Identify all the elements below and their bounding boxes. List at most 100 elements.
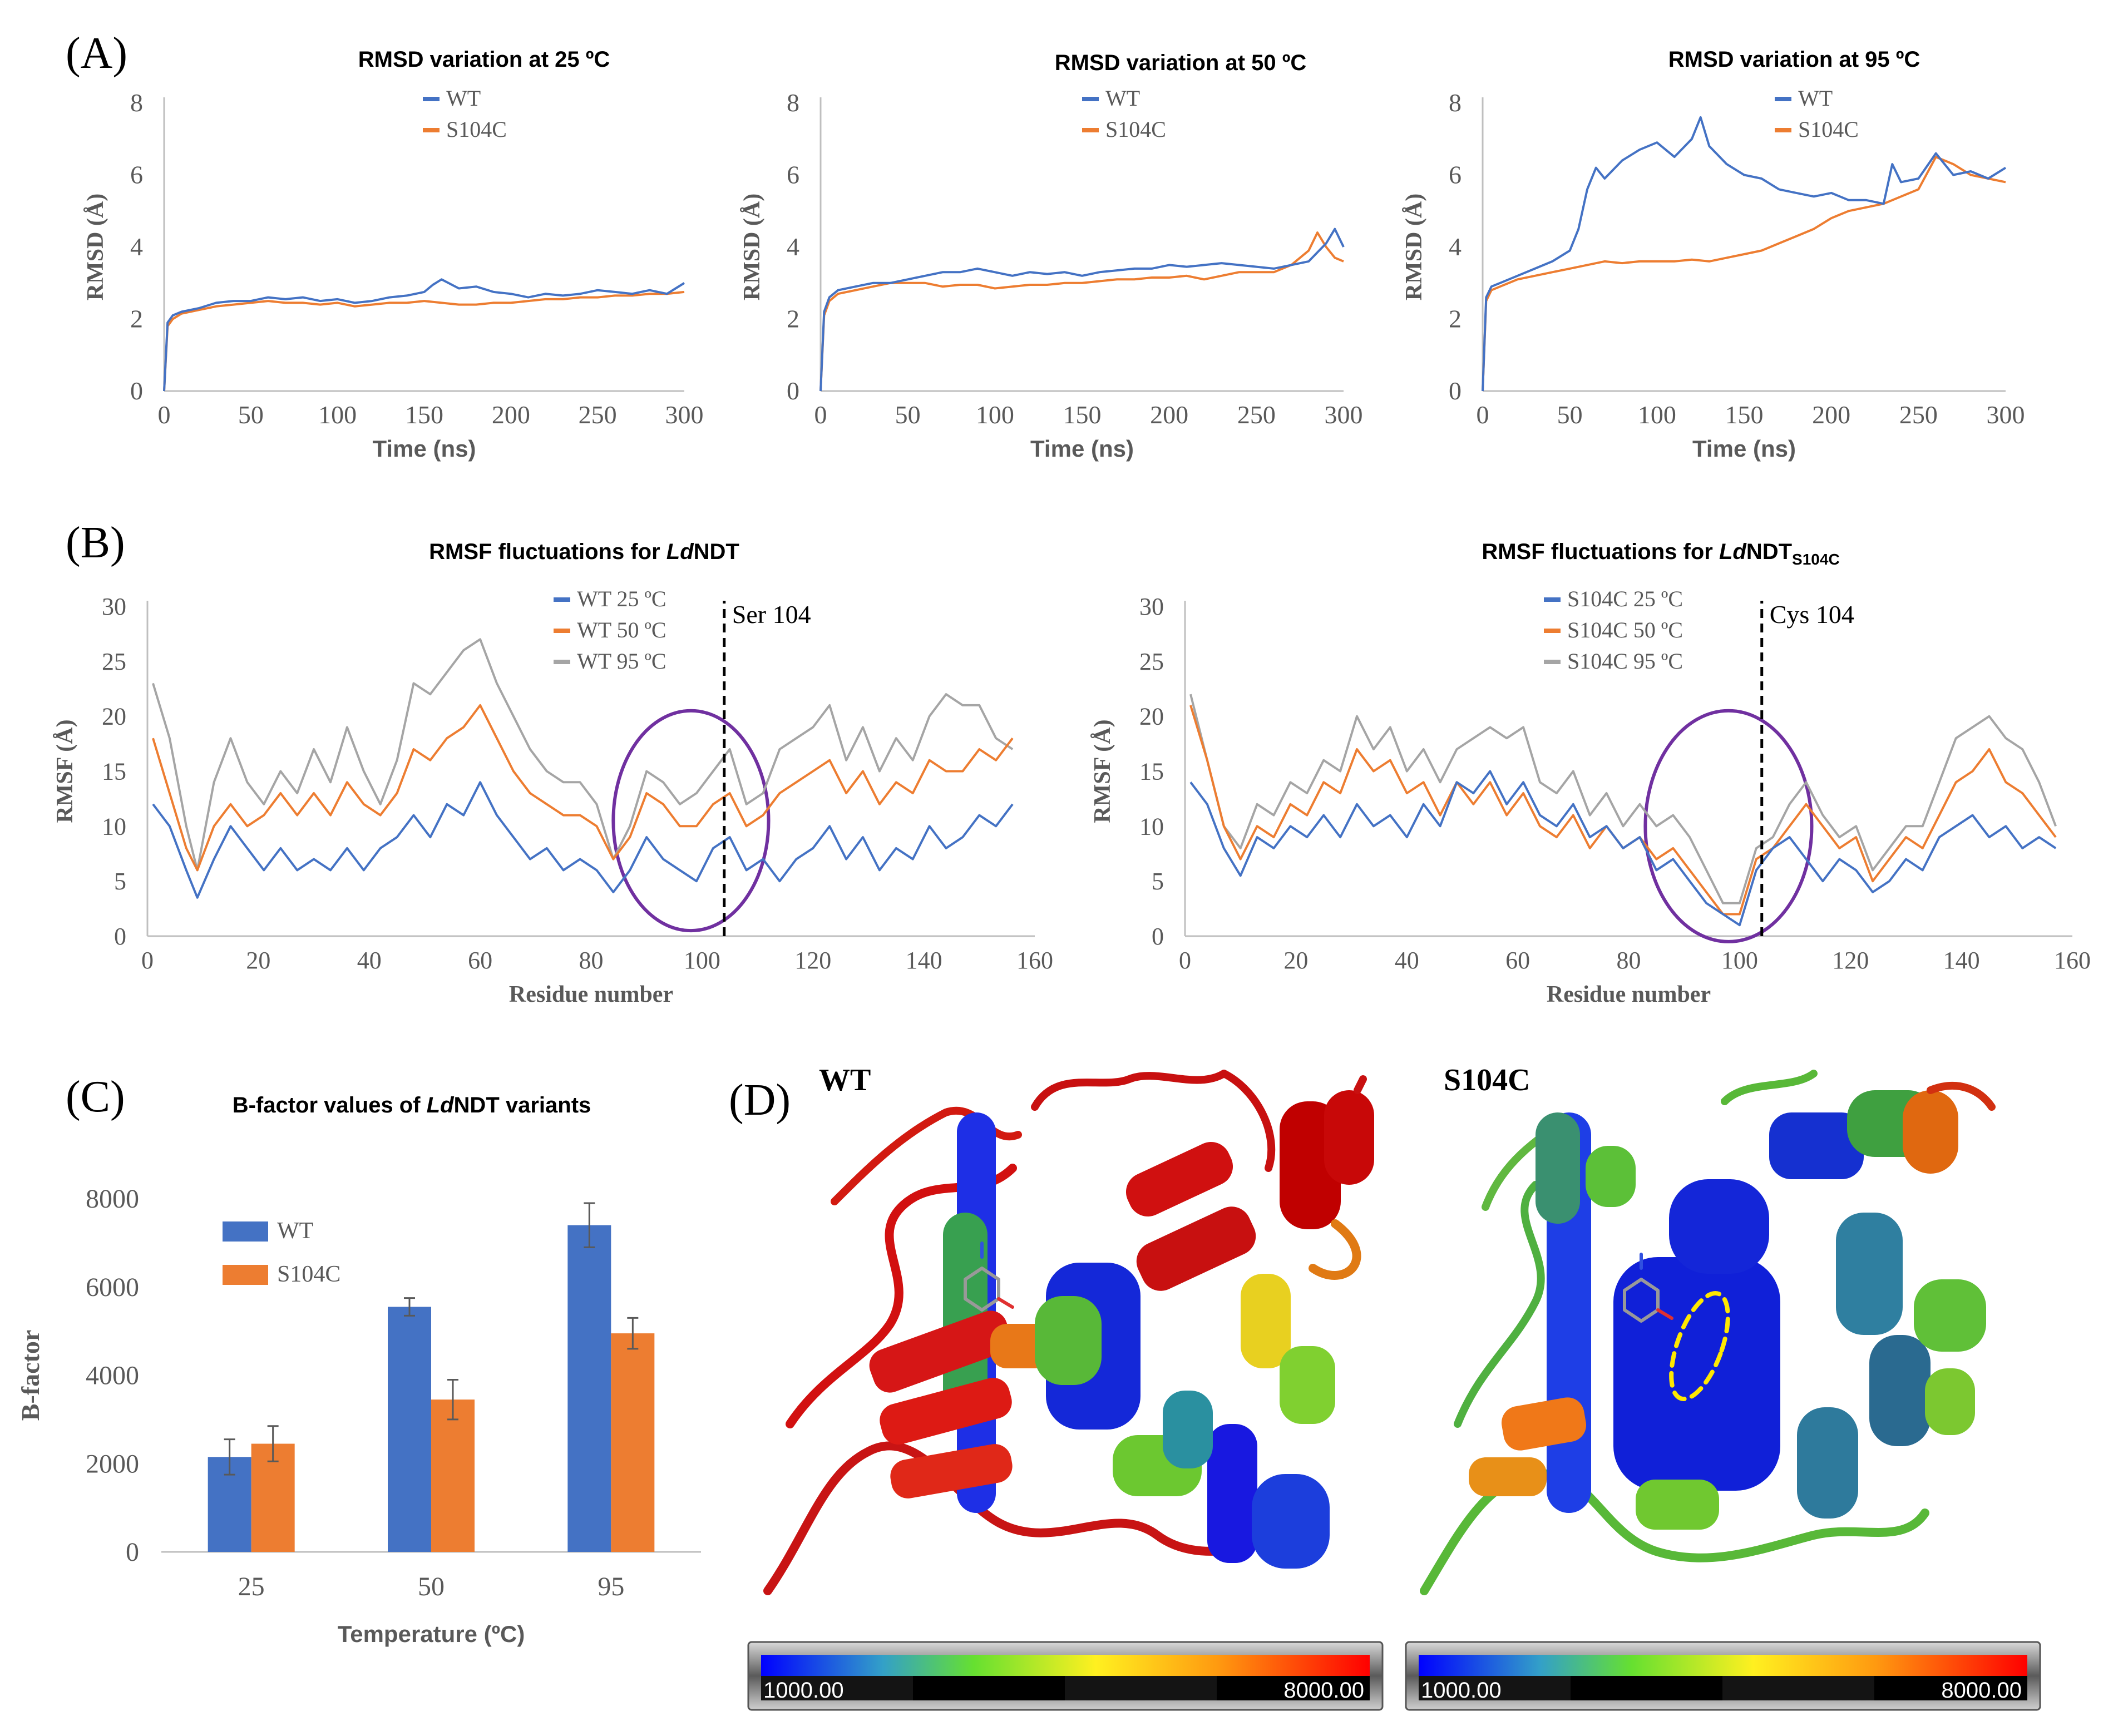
x-tick-label: 80 [579, 947, 604, 974]
x-tick-label: 100 [1638, 400, 1676, 429]
x-tick-label: 80 [1617, 947, 1641, 974]
series-line-wt-25-c [152, 781, 1014, 899]
x-tick-label: 0 [158, 400, 171, 429]
x-axis-title: Time (ns) [1030, 436, 1134, 462]
series-line-s104c-25-c [1189, 770, 2057, 927]
panel-label-a: (A) [66, 29, 127, 78]
x-tick-label: 50 [418, 1572, 445, 1601]
chart-title-subscript: S104C [1792, 551, 1840, 568]
x-tick-label: 150 [1063, 400, 1102, 429]
y-tick-label: 4 [1449, 233, 1462, 261]
scale-s104c-max: 8000.00 [1941, 1678, 2022, 1703]
legend-label: WT [1105, 86, 1140, 111]
x-tick-label: 160 [1016, 947, 1053, 974]
y-tick-label: 25 [1139, 648, 1164, 675]
x-axis-title: Residue number [509, 982, 673, 1007]
legend-label: S104C [1798, 117, 1859, 142]
y-tick-label: 4 [130, 233, 143, 261]
y-tick-label: 5 [1152, 868, 1164, 895]
x-tick-label: 100 [684, 947, 720, 974]
x-tick-label: 150 [405, 400, 443, 429]
chart-title: RMSD variation at 95 ºC [1668, 47, 1920, 72]
y-tick-label: 0 [130, 377, 143, 405]
y-tick-label: 6 [130, 161, 143, 189]
chart-title-main: RMSF fluctuations for [1482, 540, 1719, 564]
bar-wt-95 [567, 1225, 611, 1552]
series-line-wt [163, 278, 685, 392]
chart-title: RMSF fluctuations for LdNDT [429, 540, 739, 564]
x-tick-label: 120 [794, 947, 831, 974]
x-tick-label: 60 [468, 947, 492, 974]
legend-label: WT [446, 86, 481, 111]
rmsd-50-chart: RMSD variation at 50 ºC 0 50 100 150 200 250 30… [739, 51, 1363, 462]
chart-title-italic: Ld [666, 540, 694, 564]
bar-s104c-95 [611, 1333, 655, 1552]
y-tick-label: 15 [102, 758, 126, 785]
x-tick-label: 40 [1395, 947, 1419, 974]
s104c-protein-cartoon [1420, 1070, 1996, 1595]
structure-panel: WT S104C [747, 1063, 2041, 1711]
legend-label: WT [277, 1218, 313, 1244]
y-tick-label: 0 [126, 1537, 139, 1567]
highlight-ellipse [1643, 709, 1814, 943]
y-tick-label: 4 [787, 233, 799, 261]
legend-label: S104C [1105, 117, 1166, 142]
x-tick-label: 20 [1283, 947, 1308, 974]
series-line-s104c-95-c [1189, 694, 2057, 904]
series-line-s104c-50-c [1189, 705, 2057, 916]
series-line-wt [1482, 116, 2007, 392]
y-tick-label: 2000 [86, 1449, 139, 1478]
y-tick-label: 10 [102, 813, 126, 840]
chart-title-main: RMSF fluctuations for [429, 540, 666, 564]
legend-label: WT 50 ºC [577, 617, 666, 642]
x-tick-label: 140 [1943, 947, 1980, 974]
scale-s104c-min: 1000.00 [1421, 1678, 1502, 1703]
y-tick-label: 0 [1152, 923, 1164, 950]
series-line-s104c [1482, 156, 2006, 392]
legend-swatch [223, 1221, 268, 1242]
legend-label: S104C 50 ºC [1567, 617, 1683, 642]
legend-label: S104C 95 ºC [1567, 649, 1683, 674]
chart-title: RMSD variation at 50 ºC [1055, 51, 1307, 75]
scale-wt-max: 8000.00 [1283, 1678, 1364, 1703]
x-tick-label: 250 [1237, 400, 1276, 429]
legend-label: S104C [277, 1262, 340, 1287]
y-tick-label: 6000 [86, 1273, 139, 1302]
y-tick-label: 20 [1139, 703, 1164, 730]
x-tick-label: 50 [895, 400, 921, 429]
y-tick-label: 0 [1449, 377, 1462, 405]
y-tick-label: 2 [787, 305, 799, 333]
panel-label-c: (C) [66, 1072, 125, 1121]
x-tick-label: 300 [1987, 400, 2025, 429]
legend-label: WT 95 ºC [577, 649, 666, 674]
structure-wt-label: WT [819, 1063, 871, 1097]
rmsd-25-chart: RMSD variation at 25 ºC 0 50 100 150 200 250 30… [83, 47, 704, 462]
y-tick-label: 5 [114, 868, 126, 895]
series-line-s104c [819, 231, 1344, 392]
x-tick-label: 150 [1725, 400, 1764, 429]
y-tick-label: 6 [787, 161, 799, 189]
x-tick-label: 40 [357, 947, 382, 974]
y-axis-title: RMSD (Å) [1401, 194, 1427, 300]
highlight-ellipse [611, 709, 771, 933]
panel-label-b: (B) [66, 518, 125, 567]
chart-title-end: NDT [1746, 540, 1792, 564]
rmsf-s104c-chart: RMSF fluctuations for LdNDTS104C 0 20 40 60 8… [1090, 540, 2091, 1007]
structure-mut-label: S104C [1444, 1063, 1530, 1097]
y-tick-label: 25 [102, 648, 126, 675]
series-line-wt-95-c [152, 638, 1014, 872]
chart-title-main: B-factor values of [233, 1093, 427, 1117]
y-axis-title: RMSF (Å) [52, 719, 78, 823]
bfactor-chart: B-factor values of LdNDT variants 0 2000 40… [16, 1093, 701, 1647]
y-tick-label: 8000 [86, 1184, 139, 1214]
chart-title: B-factor values of LdNDT variants [233, 1093, 591, 1117]
series-line-wt-50-c [152, 704, 1014, 872]
x-tick-label: 200 [1150, 400, 1188, 429]
y-axis-title: B-factor [16, 1330, 45, 1421]
panel-label-d: (D) [729, 1076, 791, 1125]
x-tick-label: 100 [1721, 947, 1758, 974]
x-tick-label: 60 [1505, 947, 1530, 974]
color-scale-wt: 1000.00 8000.00 [747, 1641, 1384, 1711]
